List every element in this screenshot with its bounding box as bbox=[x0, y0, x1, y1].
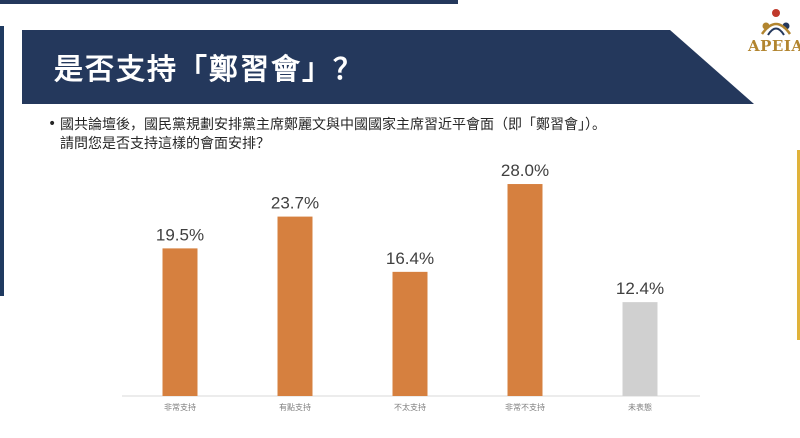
category-label-2: 有點支持 bbox=[279, 402, 311, 412]
category-label-4: 非常不支持 bbox=[505, 402, 545, 412]
data-label-4: 28.0% bbox=[501, 161, 549, 180]
question-line-1: 國共論壇後，國民黨規劃安排黨主席鄭麗文與中國國家主席習近平會面（即「鄭習會」）。 bbox=[60, 117, 606, 133]
survey-question: 國共論壇後，國民黨規劃安排黨主席鄭麗文與中國國家主席習近平會面（即「鄭習會」）。… bbox=[60, 116, 780, 154]
data-label-3: 16.4% bbox=[386, 249, 434, 268]
left-edge-accent bbox=[0, 26, 4, 296]
right-edge-accent bbox=[797, 150, 800, 340]
apeia-logo: APEIA bbox=[748, 4, 800, 55]
bar-3 bbox=[392, 271, 428, 396]
question-bullet: • bbox=[48, 116, 57, 132]
logo-emblem-icon bbox=[760, 9, 792, 36]
slide-title: 是否支持「鄭習會」？ bbox=[54, 52, 365, 86]
data-label-5: 12.4% bbox=[616, 279, 664, 298]
data-label-2: 23.7% bbox=[271, 194, 319, 213]
data-label-1: 19.5% bbox=[156, 225, 204, 244]
title-banner-shape bbox=[22, 30, 754, 104]
category-label-1: 非常支持 bbox=[164, 402, 196, 412]
question-line-2: 請問您是否支持這樣的會面安排？ bbox=[60, 136, 270, 152]
bar-1 bbox=[162, 248, 198, 396]
top-accent-strip bbox=[0, 0, 458, 4]
category-label-5: 未表態 bbox=[628, 402, 652, 412]
bar-4 bbox=[507, 184, 543, 396]
logo-text: APEIA bbox=[748, 37, 800, 55]
category-label-3: 不太支持 bbox=[394, 402, 426, 412]
bar-2 bbox=[277, 216, 313, 396]
title-banner: 是否支持「鄭習會」？ bbox=[22, 30, 754, 104]
bar-5 bbox=[622, 302, 658, 396]
